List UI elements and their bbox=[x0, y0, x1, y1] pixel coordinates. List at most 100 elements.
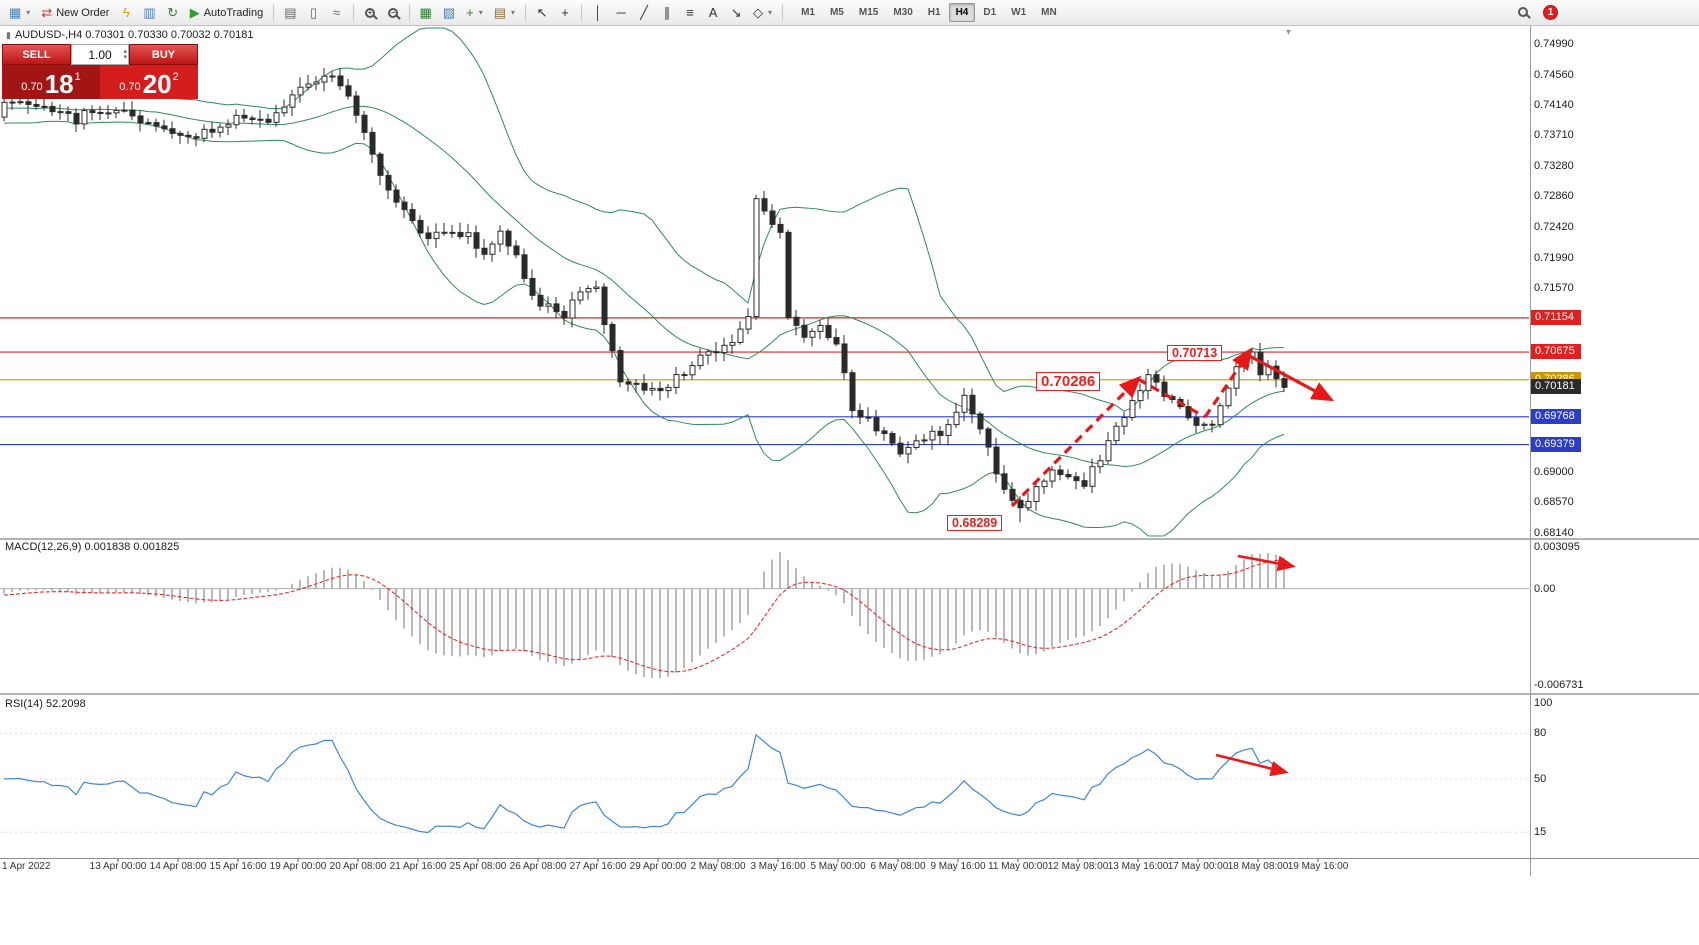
refresh-icon: ↻ bbox=[167, 5, 179, 20]
timeframe-mn-button[interactable]: MN bbox=[1041, 7, 1057, 18]
buy-price-prefix: 0.70 bbox=[119, 81, 141, 93]
bar-chart-icon[interactable]: ▤ bbox=[279, 3, 301, 23]
candlestick-icon: ▮ bbox=[6, 29, 11, 40]
metaeditor-icon: ϟ bbox=[122, 5, 130, 20]
timeframe-m1-button[interactable]: M1 bbox=[801, 7, 815, 18]
text-icon[interactable]: A bbox=[702, 3, 724, 23]
metaeditor-icon[interactable]: ϟ bbox=[115, 3, 137, 23]
price-line-badge: 0.70675 bbox=[1531, 344, 1581, 360]
lot-size-input[interactable]: 1.00 ▴ ▾ bbox=[71, 44, 129, 65]
time-axis-label[interactable]: 18 May 08:00 bbox=[1227, 861, 1289, 872]
notification-badge[interactable]: 1 bbox=[1543, 5, 1558, 20]
cascade-windows-icon: ▧ bbox=[442, 5, 456, 20]
shapes-icon[interactable]: ◇ ▾ bbox=[748, 3, 777, 23]
trendline-icon[interactable]: ╱ bbox=[633, 3, 655, 23]
refresh-icon[interactable]: ↻ bbox=[162, 3, 184, 23]
horizontal-line-icon[interactable]: ─ bbox=[610, 3, 632, 23]
cursor-icon[interactable]: ↖ bbox=[531, 3, 553, 23]
chart-shift-marker[interactable]: ▾ bbox=[1286, 27, 1292, 38]
timeframe-m5-button[interactable]: M5 bbox=[829, 7, 844, 18]
time-axis-label[interactable]: 29 Apr 00:00 bbox=[629, 861, 687, 872]
price-callout: 0.70713 bbox=[1167, 345, 1223, 361]
price-axis-label: 0.72420 bbox=[1534, 221, 1574, 234]
fibonacci-icon[interactable]: ≡ bbox=[679, 3, 701, 23]
buy-button[interactable]: BUY bbox=[129, 44, 198, 65]
sell-button[interactable]: SELL bbox=[2, 44, 71, 65]
time-axis-label[interactable]: 21 Apr 16:00 bbox=[389, 861, 447, 872]
price-axis-label: 0.73280 bbox=[1534, 160, 1574, 173]
candlestick-chart-icon: ▯ bbox=[309, 5, 318, 20]
timeframe-d1-button[interactable]: D1 bbox=[983, 7, 997, 18]
time-axis-label[interactable]: 5 May 00:00 bbox=[810, 861, 866, 872]
market-watch-icon[interactable]: ▥ bbox=[138, 3, 160, 23]
new-order-button[interactable]: ⇄ New Order bbox=[36, 3, 114, 23]
price-line-badge: 0.69379 bbox=[1531, 436, 1581, 452]
time-axis-label[interactable]: 2 May 08:00 bbox=[690, 861, 746, 872]
time-axis-label[interactable]: 12 May 08:00 bbox=[1047, 861, 1109, 872]
vertical-line-icon[interactable]: │ bbox=[587, 3, 609, 23]
rsi-axis-label: 100 bbox=[1534, 697, 1553, 709]
lot-stepper[interactable]: ▴ ▾ bbox=[123, 45, 127, 64]
cascade-windows-icon[interactable]: ▧ bbox=[438, 3, 460, 23]
macd-panel-separator[interactable] bbox=[0, 538, 1699, 540]
timeframe-m15-button[interactable]: M15 bbox=[858, 7, 879, 18]
price-chart-canvas[interactable] bbox=[0, 26, 1699, 876]
macd-axis-label: 0.00 bbox=[1534, 582, 1556, 595]
timeframe-h1-button[interactable]: H1 bbox=[927, 7, 941, 18]
horizontal-line-icon: ─ bbox=[616, 5, 626, 20]
chart-window-icon[interactable]: ▦ ▾ bbox=[4, 3, 35, 23]
buy-quote[interactable]: 0.70 20 2 bbox=[100, 65, 198, 99]
time-axis-label[interactable]: 20 Apr 08:00 bbox=[329, 861, 387, 872]
line-chart-icon[interactable]: ≈ bbox=[326, 3, 348, 23]
time-axis-label[interactable]: 6 May 08:00 bbox=[870, 861, 926, 872]
time-axis-label[interactable]: 15 Apr 16:00 bbox=[209, 861, 267, 872]
price-axis-label: 0.68140 bbox=[1534, 527, 1574, 540]
time-axis-label[interactable]: 26 Apr 08:00 bbox=[509, 861, 567, 872]
price-axis-border bbox=[1530, 26, 1531, 876]
zoom-in-icon[interactable]: + bbox=[359, 3, 381, 23]
chart-window-icon: ▦ bbox=[9, 5, 22, 20]
rsi-panel-separator[interactable] bbox=[0, 693, 1699, 695]
crosshair-icon[interactable]: + bbox=[554, 3, 576, 23]
new-chart-icon[interactable]: + ▾ bbox=[461, 3, 488, 23]
arrow-tool-icon[interactable]: ↘ bbox=[725, 3, 747, 23]
channel-icon: ∥ bbox=[663, 5, 671, 20]
ohlc-title-text: AUDUSD-,H4 0.70301 0.70330 0.70032 0.701… bbox=[14, 29, 254, 41]
price-line-badge: 0.69768 bbox=[1531, 408, 1581, 424]
chevron-up-icon[interactable]: ▴ bbox=[123, 47, 127, 55]
macd-axis-label: -0.006731 bbox=[1534, 679, 1584, 692]
chevron-down-icon[interactable]: ▾ bbox=[123, 53, 127, 61]
shapes-icon: ◇ bbox=[753, 5, 764, 20]
time-axis-label[interactable]: 3 May 16:00 bbox=[750, 861, 806, 872]
sell-price-pips: 18 bbox=[44, 69, 74, 99]
price-axis-label: 0.71570 bbox=[1534, 282, 1574, 295]
one-click-trading-panel: SELL 1.00 ▴ ▾ BUY 0.70 18 1 0.70 20 2 bbox=[2, 44, 198, 99]
time-axis-label[interactable]: 13 Apr 00:00 bbox=[89, 861, 147, 872]
timeframe-h4-button[interactable]: H4 bbox=[948, 3, 976, 22]
candlestick-chart-icon[interactable]: ▯ bbox=[303, 3, 325, 23]
time-axis-label[interactable]: 9 May 16:00 bbox=[930, 861, 986, 872]
time-axis-label[interactable]: 13 May 16:00 bbox=[1107, 861, 1169, 872]
chart-ohlc-title: ▮ AUDUSD-,H4 0.70301 0.70330 0.70032 0.7… bbox=[6, 29, 253, 41]
time-axis-label[interactable]: 25 Apr 08:00 bbox=[449, 861, 507, 872]
sell-quote[interactable]: 0.70 18 1 bbox=[2, 65, 100, 99]
tile-windows-icon[interactable]: ▦ bbox=[415, 3, 437, 23]
timeframe-m30-button[interactable]: M30 bbox=[893, 7, 913, 18]
toolbar-separator bbox=[525, 4, 527, 21]
search-icon[interactable] bbox=[1518, 7, 1528, 17]
profiles-icon[interactable]: ▤ ▾ bbox=[489, 3, 520, 23]
time-axis-label[interactable]: 17 May 00:00 bbox=[1167, 861, 1229, 872]
time-axis-label[interactable]: 1 Apr 2022 bbox=[2, 861, 51, 872]
rsi-axis-label: 50 bbox=[1534, 773, 1547, 785]
timeframe-w1-button[interactable]: W1 bbox=[1011, 7, 1027, 18]
time-axis-label[interactable]: 14 Apr 08:00 bbox=[149, 861, 207, 872]
rsi-indicator-label: RSI(14) 52.2098 bbox=[5, 698, 86, 710]
time-axis-label[interactable]: 27 Apr 16:00 bbox=[569, 861, 627, 872]
time-axis-label[interactable]: 19 Apr 00:00 bbox=[269, 861, 327, 872]
time-axis-label[interactable]: 19 May 16:00 bbox=[1287, 861, 1349, 872]
autotrading-button[interactable]: ▶ AutoTrading bbox=[185, 3, 269, 23]
time-axis-label[interactable]: 11 May 00:00 bbox=[988, 861, 1048, 872]
price-axis-label: 0.69000 bbox=[1534, 465, 1574, 478]
zoom-out-icon[interactable]: − bbox=[382, 3, 404, 23]
channel-icon[interactable]: ∥ bbox=[656, 3, 678, 23]
